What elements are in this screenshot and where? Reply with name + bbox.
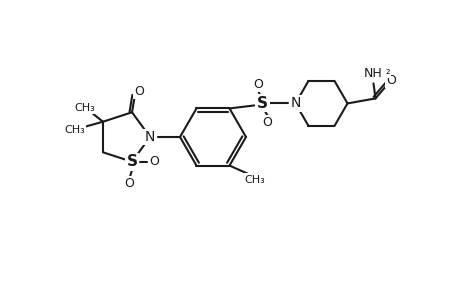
Text: O: O: [134, 85, 144, 98]
Text: O: O: [124, 177, 134, 190]
Text: N: N: [145, 130, 155, 144]
Text: S: S: [126, 154, 137, 169]
Text: S: S: [257, 96, 268, 111]
Text: O: O: [149, 155, 159, 168]
Text: N: N: [290, 96, 300, 110]
Text: O: O: [253, 78, 263, 91]
Text: CH₃: CH₃: [244, 175, 264, 184]
Text: CH₃: CH₃: [74, 103, 95, 113]
Text: NH: NH: [364, 67, 382, 80]
Text: ₂: ₂: [385, 66, 389, 76]
Text: CH₃: CH₃: [64, 125, 85, 135]
Text: O: O: [386, 74, 396, 87]
Text: O: O: [262, 116, 272, 129]
